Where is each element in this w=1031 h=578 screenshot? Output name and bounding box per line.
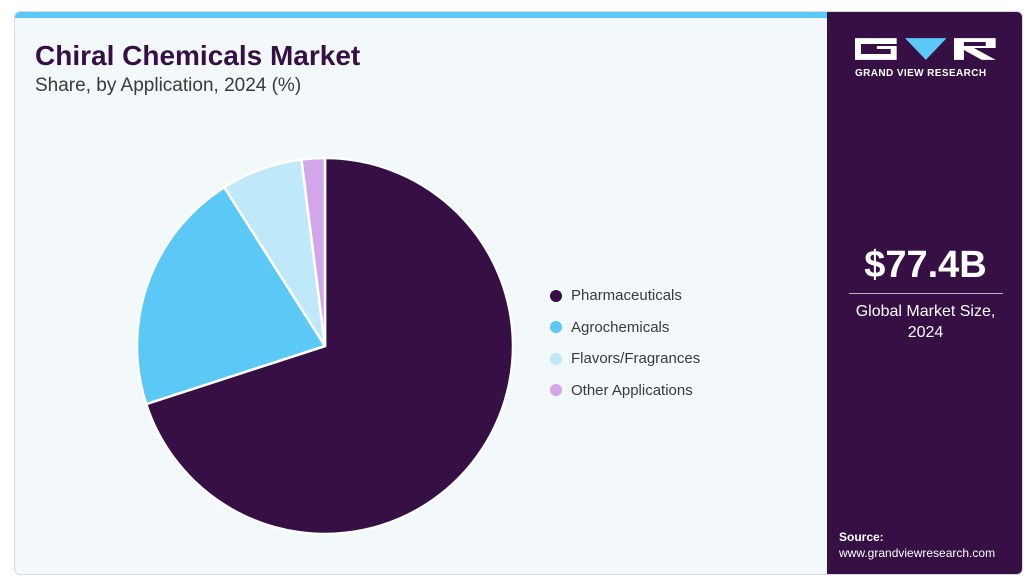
legend-swatch bbox=[550, 289, 562, 302]
chart-title: Chiral Chemicals Market bbox=[35, 40, 361, 71]
legend: Pharmaceuticals Agrochemicals Flavors/Fr… bbox=[550, 280, 700, 406]
accent-bar bbox=[15, 12, 827, 18]
legend-swatch bbox=[550, 321, 562, 334]
divider bbox=[849, 293, 1003, 294]
chart-subtitle: Share, by Application, 2024 (%) bbox=[35, 75, 302, 96]
summary-sidebar: GRAND VIEW RESEARCH $77.4B Global Market… bbox=[827, 12, 1022, 574]
pie-slice-agrochemicals bbox=[135, 186, 327, 406]
legend-item-flavors-fragrances: Flavors/Fragrances bbox=[550, 343, 700, 375]
legend-swatch bbox=[550, 352, 562, 365]
logo-v-mark-icon bbox=[904, 38, 947, 60]
brand-name: GRAND VIEW RESEARCH bbox=[855, 68, 987, 79]
pie-chart bbox=[135, 156, 515, 536]
market-size-caption-line1: Global Market Size, bbox=[855, 303, 996, 320]
logo-r-mark-icon bbox=[954, 38, 997, 60]
logo-mark bbox=[855, 38, 997, 60]
pie-slice-other-applications bbox=[300, 156, 327, 348]
market-size-caption: Global Market Size, 2024 bbox=[827, 301, 1022, 343]
legend-label: Flavors/Fragrances bbox=[571, 350, 701, 368]
legend-swatch bbox=[550, 384, 562, 397]
legend-item-agrochemicals: Agrochemicals bbox=[550, 312, 700, 344]
market-size-caption-line2: 2024 bbox=[907, 324, 944, 341]
legend-item-pharmaceuticals: Pharmaceuticals bbox=[550, 280, 700, 312]
logo-g-mark-icon bbox=[855, 38, 897, 60]
source-url[interactable]: www.grandviewresearch.com bbox=[839, 546, 996, 560]
grand-view-research-logo: GRAND VIEW RESEARCH bbox=[855, 38, 997, 79]
legend-label: Pharmaceuticals bbox=[571, 287, 682, 305]
source-label: Source: bbox=[839, 530, 884, 544]
legend-item-other-applications: Other Applications bbox=[550, 375, 700, 407]
legend-label: Agrochemicals bbox=[571, 318, 670, 336]
pie-slice-pharmaceuticals bbox=[144, 156, 515, 536]
market-size-value: $77.4B bbox=[864, 244, 987, 286]
legend-label: Other Applications bbox=[571, 381, 693, 399]
chart-card: Chiral Chemicals Market Share, by Applic… bbox=[14, 11, 1023, 575]
chart-panel: Chiral Chemicals Market Share, by Applic… bbox=[15, 18, 827, 574]
